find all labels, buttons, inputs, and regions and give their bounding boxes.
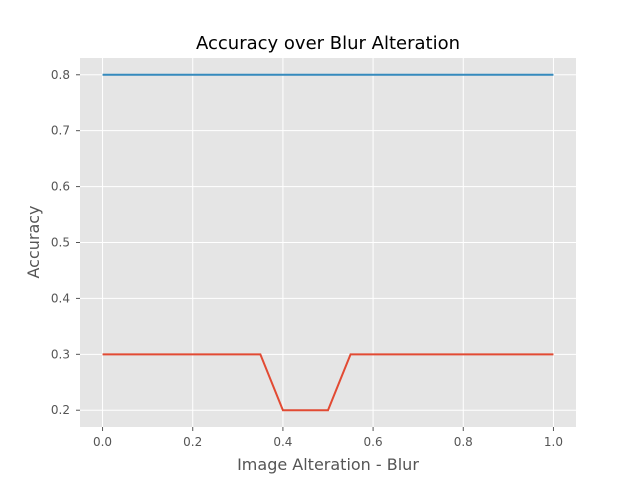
y-tick-label: 0.4 (51, 291, 70, 305)
y-tick-label: 0.2 (51, 403, 70, 417)
y-tick-label: 0.3 (51, 347, 70, 361)
series-line-2 (102, 353, 554, 412)
y-tick-label: 0.7 (51, 124, 70, 138)
series-layer (102, 73, 554, 412)
x-tick-label: 0.6 (364, 435, 383, 449)
x-tick-label: 1.0 (544, 435, 563, 449)
ticks: 0.0 0.2 0.4 0.6 0.8 1.0 0.2 0.3 0.4 0.5 0.6 0.7 0.8 (51, 68, 563, 449)
y-axis-label: Accuracy (24, 205, 43, 278)
x-tick-label: 0.4 (273, 435, 292, 449)
chart-title: Accuracy over Blur Alteration (196, 33, 460, 54)
x-tick-label: 0.0 (93, 435, 112, 449)
x-tick-label: 0.2 (183, 435, 202, 449)
x-tick-label: 0.8 (454, 435, 473, 449)
y-tick-label: 0.5 (51, 236, 70, 250)
x-axis-label: Image Alteration - Blur (237, 455, 419, 474)
y-tick-label: 0.8 (51, 68, 70, 82)
y-tick-label: 0.6 (51, 180, 70, 194)
